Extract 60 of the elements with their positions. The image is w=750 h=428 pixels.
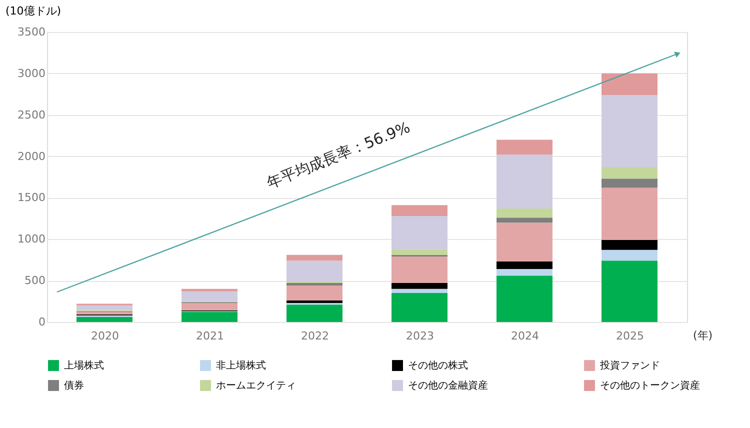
- bar: [76, 305, 132, 310]
- bar: [182, 302, 238, 310]
- x-tick-label: 2023: [406, 330, 434, 342]
- y-tick-label: 3500: [18, 26, 46, 38]
- bar: [602, 178, 658, 188]
- bar: [392, 205, 448, 216]
- legend-label: その他のトークン資産: [600, 380, 700, 392]
- bar: [286, 300, 342, 303]
- bar: [286, 286, 342, 300]
- bar: [602, 250, 658, 261]
- x-tick-label: 2020: [91, 330, 119, 342]
- bar: [182, 288, 238, 292]
- bar: [496, 268, 552, 276]
- x-tick-label: 2022: [301, 330, 329, 342]
- bar: [76, 312, 132, 315]
- y-tick-label: 0: [38, 316, 46, 328]
- legend-label: その他の株式: [408, 360, 468, 372]
- bar: [286, 304, 342, 322]
- bar: [602, 94, 658, 168]
- bar: [496, 208, 552, 218]
- bar: [496, 140, 552, 155]
- bar: [392, 293, 448, 322]
- bar: [496, 222, 552, 262]
- bar: [286, 260, 342, 282]
- bar: [602, 188, 658, 240]
- y-axis-title: (10億ドル): [6, 4, 62, 18]
- y-tick-label: 2500: [18, 108, 46, 122]
- legend-label: 上場株式: [64, 360, 104, 372]
- legend-label: 非上場株式: [216, 360, 266, 372]
- bar: [496, 276, 552, 322]
- bar: [392, 283, 448, 289]
- bar: [496, 218, 552, 223]
- bar: [392, 288, 448, 293]
- y-tick-label: 1000: [18, 232, 46, 246]
- y-tick-label: 2000: [18, 150, 46, 163]
- bar: [602, 260, 658, 322]
- y-tick-label: 1500: [18, 191, 46, 204]
- bar: [392, 216, 448, 250]
- legend-label: 債券: [64, 380, 84, 392]
- legend-label: 投資ファンド: [599, 360, 660, 372]
- bar: [286, 283, 342, 286]
- x-axis-title: (年): [693, 329, 713, 342]
- bar: [496, 154, 552, 208]
- bar: [392, 249, 448, 255]
- y-tick-label: 500: [24, 274, 46, 288]
- bar: [496, 262, 552, 269]
- bar: [286, 254, 342, 261]
- x-tick-label: 2025: [616, 330, 644, 342]
- x-tick-label: 2021: [196, 330, 224, 342]
- bar: [602, 240, 658, 250]
- bar: [602, 167, 658, 179]
- y-tick-label: 3000: [18, 66, 46, 80]
- bar: [76, 317, 132, 322]
- bar: [392, 256, 448, 284]
- x-tick-label: 2024: [511, 330, 539, 342]
- bar: [182, 312, 238, 322]
- bar: [602, 73, 658, 95]
- legend-label: ホームエクイティ: [216, 380, 296, 392]
- legend-label: その他の金融資産: [408, 380, 488, 392]
- bar: [182, 291, 238, 302]
